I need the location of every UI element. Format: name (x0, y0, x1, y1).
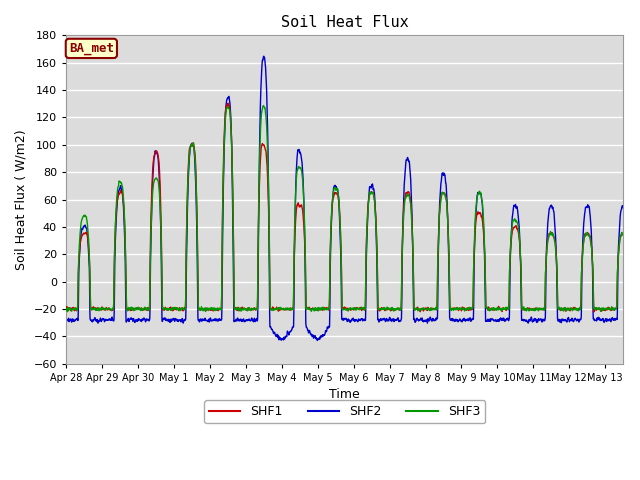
SHF3 (412, 306, 419, 312)
SHF2 (620, 205, 627, 211)
SHF3 (64, 309, 72, 314)
SHF3 (348, 306, 356, 312)
X-axis label: Time: Time (329, 388, 360, 401)
SHF3 (62, 307, 70, 313)
SHF3 (620, 232, 627, 238)
SHF1 (620, 231, 627, 237)
SHF2 (260, 53, 268, 59)
Line: SHF2: SHF2 (66, 56, 623, 340)
SHF1 (348, 306, 356, 312)
SHF2 (348, 316, 356, 322)
SHF1 (600, 308, 608, 313)
SHF3 (600, 307, 608, 313)
SHF2 (62, 319, 70, 324)
SHF3 (534, 306, 542, 312)
SHF3 (95, 308, 103, 313)
SHF2 (600, 320, 608, 325)
SHF1 (590, 309, 598, 314)
Text: BA_met: BA_met (69, 42, 114, 55)
SHF1 (95, 306, 102, 312)
Title: Soil Heat Flux: Soil Heat Flux (281, 15, 408, 30)
Line: SHF1: SHF1 (66, 103, 623, 312)
SHF1 (412, 306, 419, 312)
SHF1 (428, 306, 436, 312)
Y-axis label: Soil Heat Flux ( W/m2): Soil Heat Flux ( W/m2) (15, 129, 28, 270)
SHF1 (62, 304, 70, 310)
SHF2 (412, 319, 419, 324)
SHF2 (429, 317, 436, 323)
SHF2 (95, 318, 102, 324)
SHF3 (259, 103, 267, 108)
Line: SHF3: SHF3 (66, 106, 623, 312)
SHF2 (314, 337, 321, 343)
SHF1 (534, 306, 541, 312)
SHF1 (224, 100, 232, 106)
SHF2 (534, 317, 542, 323)
SHF3 (429, 307, 436, 312)
Legend: SHF1, SHF2, SHF3: SHF1, SHF2, SHF3 (204, 400, 485, 423)
